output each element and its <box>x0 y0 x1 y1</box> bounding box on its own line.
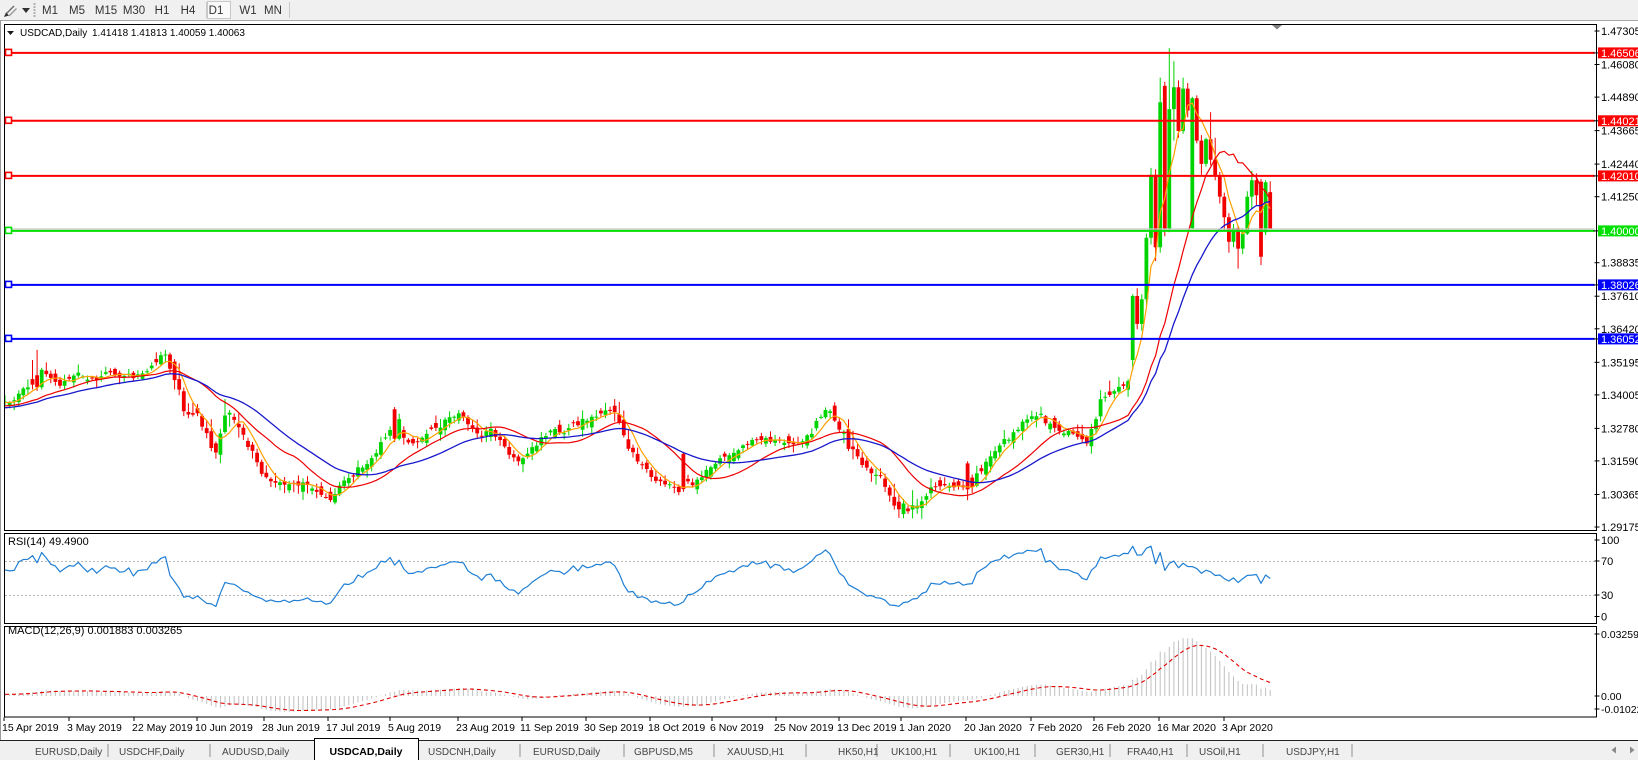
svg-text:1.46506: 1.46506 <box>1601 48 1638 60</box>
svg-text:H4: H4 <box>181 5 196 17</box>
svg-text:26 Feb 2020: 26 Feb 2020 <box>1092 722 1151 734</box>
svg-text:GBPUSD,M5: GBPUSD,M5 <box>634 747 693 758</box>
svg-text:3 Apr 2020: 3 Apr 2020 <box>1222 722 1273 734</box>
svg-text:RSI(14) 49.4900: RSI(14) 49.4900 <box>8 536 89 548</box>
svg-text:1.37610: 1.37610 <box>1601 291 1638 303</box>
svg-text:M5: M5 <box>69 5 85 17</box>
svg-text:XAUUSD,H1: XAUUSD,H1 <box>727 747 785 758</box>
svg-text:1.46080: 1.46080 <box>1601 60 1638 72</box>
svg-text:1.32780: 1.32780 <box>1601 423 1638 435</box>
svg-text:23 Aug 2019: 23 Aug 2019 <box>456 722 515 734</box>
svg-text:1.41250: 1.41250 <box>1601 192 1638 204</box>
svg-text:AUDUSD,Daily: AUDUSD,Daily <box>222 747 289 758</box>
svg-text:1.44890: 1.44890 <box>1601 92 1638 104</box>
svg-text:EURUSD,Daily: EURUSD,Daily <box>35 747 102 758</box>
svg-text:1.47305: 1.47305 <box>1601 26 1638 38</box>
svg-text:3 May 2019: 3 May 2019 <box>67 722 122 734</box>
svg-text:USOil,H1: USOil,H1 <box>1199 747 1241 758</box>
svg-text:1 Jan 2020: 1 Jan 2020 <box>899 722 951 734</box>
svg-text:30 Sep 2019: 30 Sep 2019 <box>584 722 644 734</box>
svg-text:1.34005: 1.34005 <box>1601 390 1638 402</box>
svg-text:USDJPY,H1: USDJPY,H1 <box>1286 747 1340 758</box>
svg-text:1.44021: 1.44021 <box>1601 116 1638 128</box>
svg-text:0.032595: 0.032595 <box>1601 629 1638 641</box>
svg-text:6 Nov 2019: 6 Nov 2019 <box>710 722 764 734</box>
svg-text:USDCAD,Daily: USDCAD,Daily <box>20 28 87 39</box>
svg-text:M15: M15 <box>95 5 117 17</box>
svg-text:USDCAD,Daily: USDCAD,Daily <box>330 746 403 758</box>
svg-text:UK100,H1: UK100,H1 <box>891 747 938 758</box>
svg-text:1.40000: 1.40000 <box>1601 226 1638 238</box>
svg-text:M1: M1 <box>42 5 58 17</box>
svg-text:7 Feb 2020: 7 Feb 2020 <box>1029 722 1082 734</box>
svg-text:W1: W1 <box>239 5 256 17</box>
svg-text:13 Dec 2019: 13 Dec 2019 <box>837 722 897 734</box>
svg-text:1.38835: 1.38835 <box>1601 258 1638 270</box>
svg-text:1.41418 1.41813 1.40059 1.4006: 1.41418 1.41813 1.40059 1.40063 <box>92 28 245 39</box>
svg-text:30: 30 <box>1601 590 1613 602</box>
svg-text:H1: H1 <box>155 5 170 17</box>
svg-text:1.36420: 1.36420 <box>1601 324 1638 336</box>
svg-text:10 Jun 2019: 10 Jun 2019 <box>195 722 253 734</box>
svg-text:1.30365: 1.30365 <box>1601 490 1638 502</box>
svg-text:22 May 2019: 22 May 2019 <box>132 722 193 734</box>
svg-text:100: 100 <box>1601 535 1619 547</box>
svg-text:UK100,H1: UK100,H1 <box>974 747 1021 758</box>
svg-text:11 Sep 2019: 11 Sep 2019 <box>520 722 579 734</box>
svg-text:0.00: 0.00 <box>1601 691 1622 703</box>
svg-text:28 Jun 2019: 28 Jun 2019 <box>262 722 320 734</box>
svg-text:17 Jul 2019: 17 Jul 2019 <box>326 722 380 734</box>
svg-text:18 Oct 2019: 18 Oct 2019 <box>648 722 705 734</box>
svg-text:USDCHF,Daily: USDCHF,Daily <box>119 747 185 758</box>
svg-text:70: 70 <box>1601 556 1613 568</box>
svg-text:5 Aug 2019: 5 Aug 2019 <box>388 722 441 734</box>
svg-text:1.36052: 1.36052 <box>1601 334 1638 346</box>
svg-text:GER30,H1: GER30,H1 <box>1056 747 1105 758</box>
svg-text:MACD(12,26,9) 0.001883 0.00326: MACD(12,26,9) 0.001883 0.003265 <box>8 625 182 637</box>
svg-text:-0.010222: -0.010222 <box>1601 704 1638 716</box>
svg-text:EURUSD,Daily: EURUSD,Daily <box>533 747 600 758</box>
svg-text:16 Mar 2020: 16 Mar 2020 <box>1157 722 1216 734</box>
svg-text:1.35195: 1.35195 <box>1601 357 1638 369</box>
svg-text:MN: MN <box>264 5 282 17</box>
svg-text:1.42010: 1.42010 <box>1601 171 1638 183</box>
svg-text:USDCNH,Daily: USDCNH,Daily <box>428 747 496 758</box>
svg-text:1.29175: 1.29175 <box>1601 522 1638 534</box>
svg-text:1.31590: 1.31590 <box>1601 456 1638 468</box>
svg-text:0: 0 <box>1601 612 1607 624</box>
svg-text:FRA40,H1: FRA40,H1 <box>1127 747 1174 758</box>
svg-text:25 Nov 2019: 25 Nov 2019 <box>774 722 834 734</box>
svg-text:1.42440: 1.42440 <box>1601 159 1638 171</box>
svg-text:20 Jan 2020: 20 Jan 2020 <box>964 722 1022 734</box>
svg-text:1.38026: 1.38026 <box>1601 280 1638 292</box>
svg-text:15 Apr 2019: 15 Apr 2019 <box>2 722 59 734</box>
svg-text:M30: M30 <box>123 5 145 17</box>
svg-text:HK50,H1: HK50,H1 <box>838 747 879 758</box>
svg-text:D1: D1 <box>209 5 224 17</box>
svg-text:1.43665: 1.43665 <box>1601 126 1638 138</box>
